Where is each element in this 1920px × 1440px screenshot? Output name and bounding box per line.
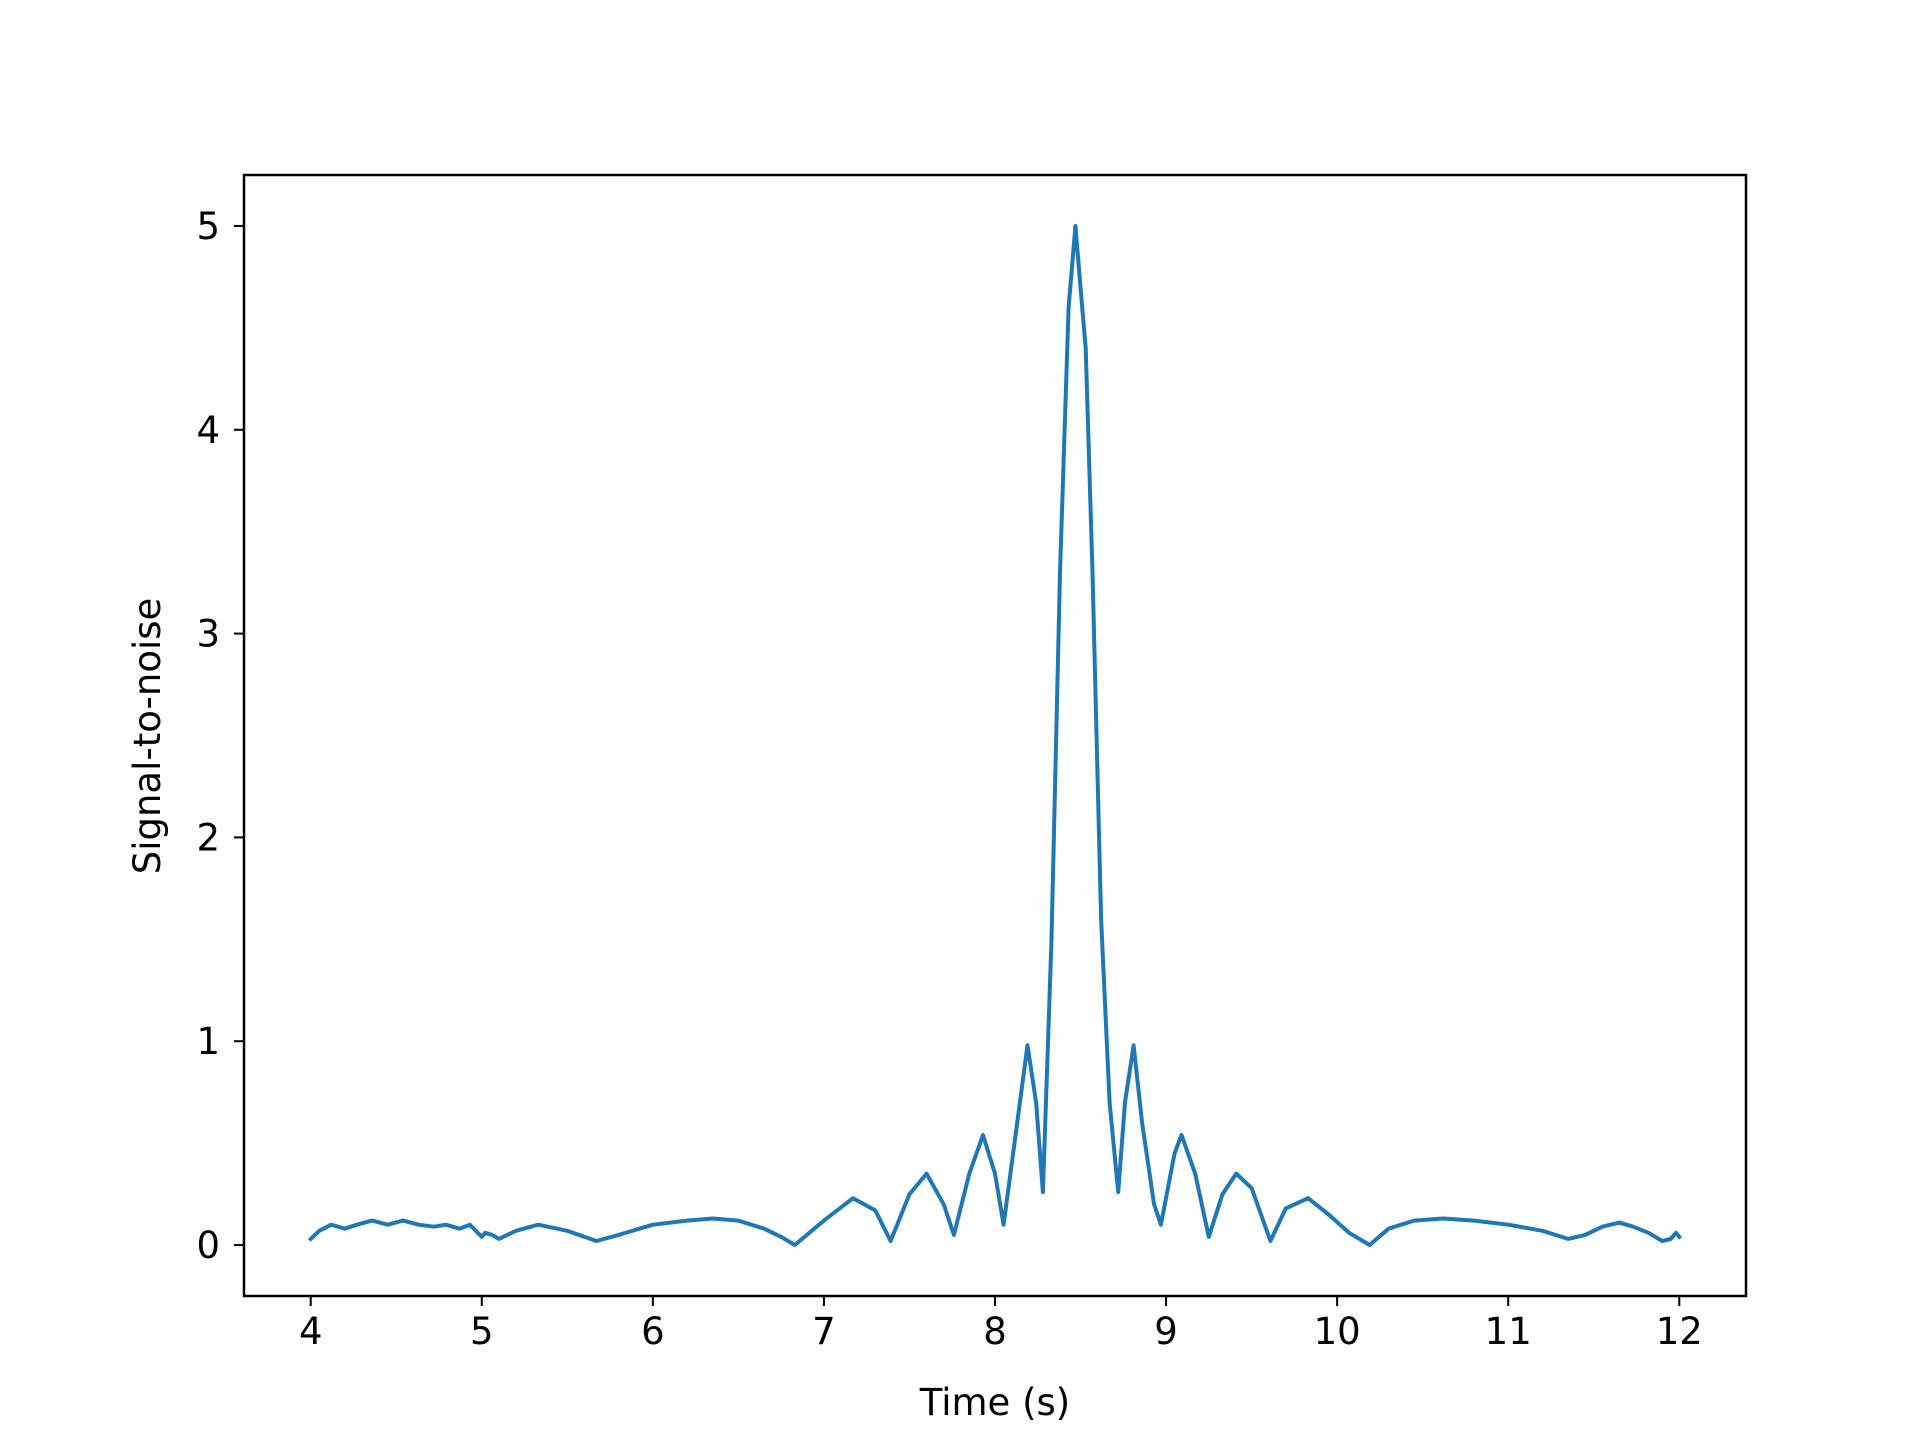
x-axis-label: Time (s) [919,1381,1070,1424]
x-tick-label: 8 [983,1310,1007,1353]
y-tick-label: 0 [196,1224,220,1267]
x-tick-label: 11 [1485,1310,1532,1353]
y-axis-label: Signal-to-noise [126,598,169,875]
x-tick-label: 7 [812,1310,836,1353]
x-axis-ticks: 4 5 6 7 8 9 10 11 12 [299,1296,1703,1353]
y-tick-label: 3 [196,613,220,656]
x-tick-label: 6 [641,1310,665,1353]
x-tick-label: 9 [1154,1310,1178,1353]
x-tick-label: 4 [299,1310,323,1353]
signal-to-noise-line [307,224,1683,1247]
plot-area-frame [242,173,1748,1298]
x-tick-label: 12 [1656,1310,1703,1353]
y-tick-label: 1 [196,1020,220,1063]
y-tick-label: 2 [196,816,220,859]
y-tick-label: 5 [196,205,220,248]
y-axis-ticks: 0 1 2 3 4 5 [196,205,244,1267]
x-tick-label: 5 [470,1310,494,1353]
y-tick-label: 4 [196,409,220,452]
x-tick-label: 10 [1314,1310,1361,1353]
